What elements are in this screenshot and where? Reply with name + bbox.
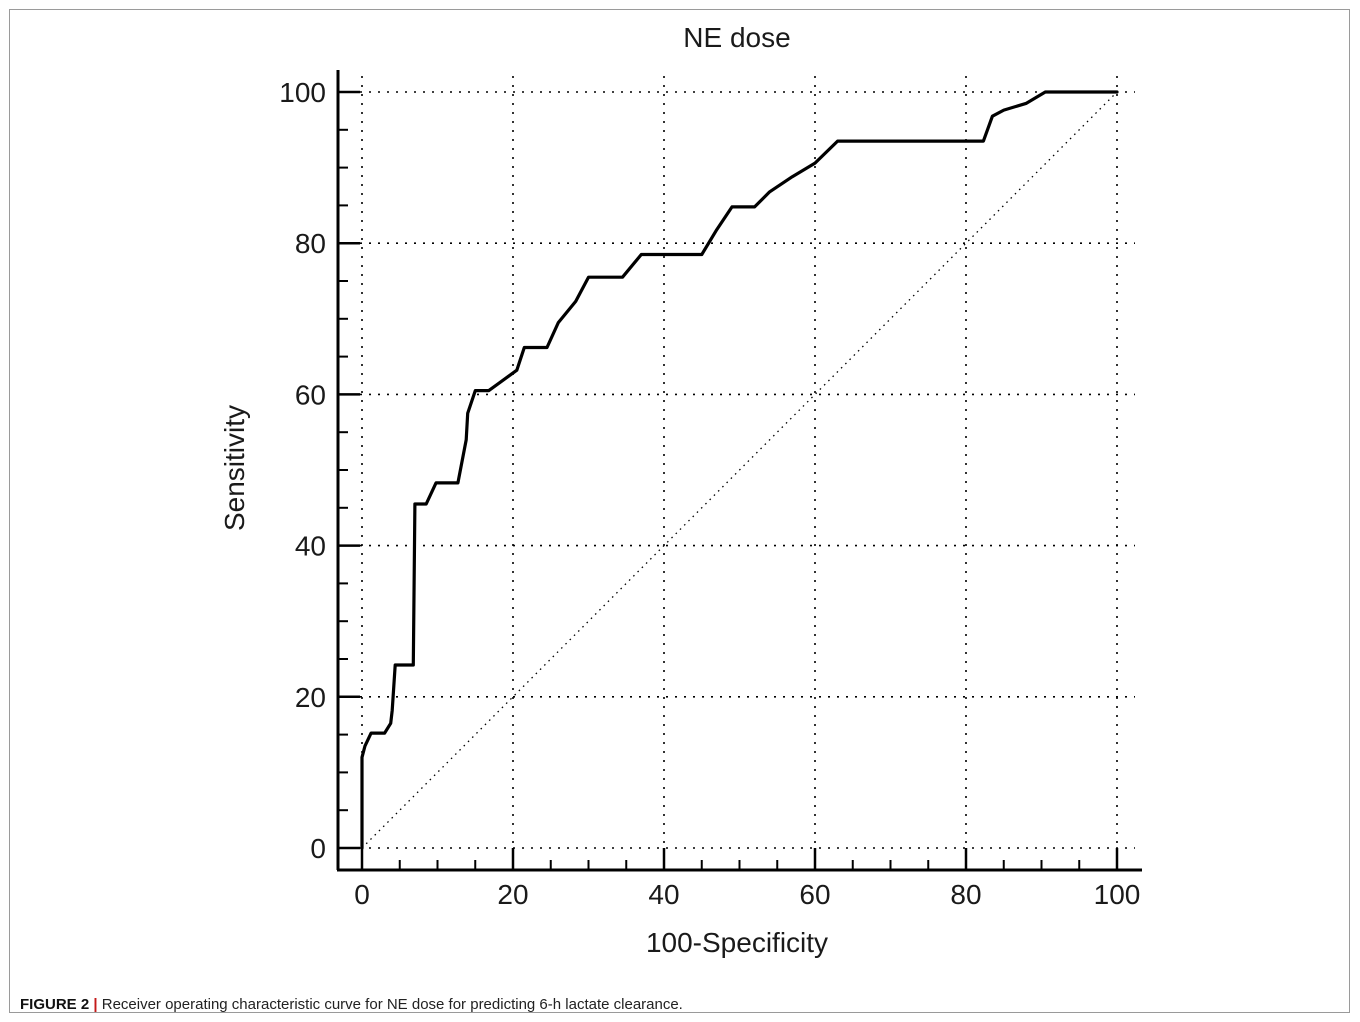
- y-tick-label-60: 60: [295, 379, 326, 410]
- caption-text: Receiver operating characteristic curve …: [101, 996, 683, 1013]
- chart-title: NE dose: [683, 22, 790, 53]
- grid: [360, 76, 1135, 852]
- figure-caption: FIGURE 2 | Receiver operating characteri…: [20, 996, 683, 1013]
- y-axis-label: Sensitivity: [219, 405, 250, 531]
- roc-curve-group: [360, 90, 1119, 850]
- y-tick-label-80: 80: [295, 228, 326, 259]
- caption-label: FIGURE 2: [20, 996, 90, 1013]
- caption-separator: |: [93, 996, 98, 1013]
- x-tick-label-100: 100: [1094, 879, 1141, 910]
- x-tick-label-0: 0: [354, 879, 370, 910]
- y-tick-label-20: 20: [295, 682, 326, 713]
- figure-frame: [9, 9, 1350, 1013]
- x-tick-label-60: 60: [799, 879, 830, 910]
- y-tick-label-100: 100: [279, 77, 326, 108]
- x-tick-label-40: 40: [648, 879, 679, 910]
- y-tick-label-0: 0: [310, 833, 326, 864]
- reference-diagonal: [361, 91, 1118, 849]
- x-tick-label-80: 80: [950, 879, 981, 910]
- reference-line: [361, 91, 1118, 849]
- roc-curve: [360, 90, 1119, 850]
- y-tick-label-40: 40: [295, 531, 326, 562]
- ticks: 0 20 40 60 80 100 0 20 40 60 80 100: [279, 77, 1140, 910]
- x-axis-label: 100-Specificity: [646, 927, 828, 958]
- x-tick-label-20: 20: [497, 879, 528, 910]
